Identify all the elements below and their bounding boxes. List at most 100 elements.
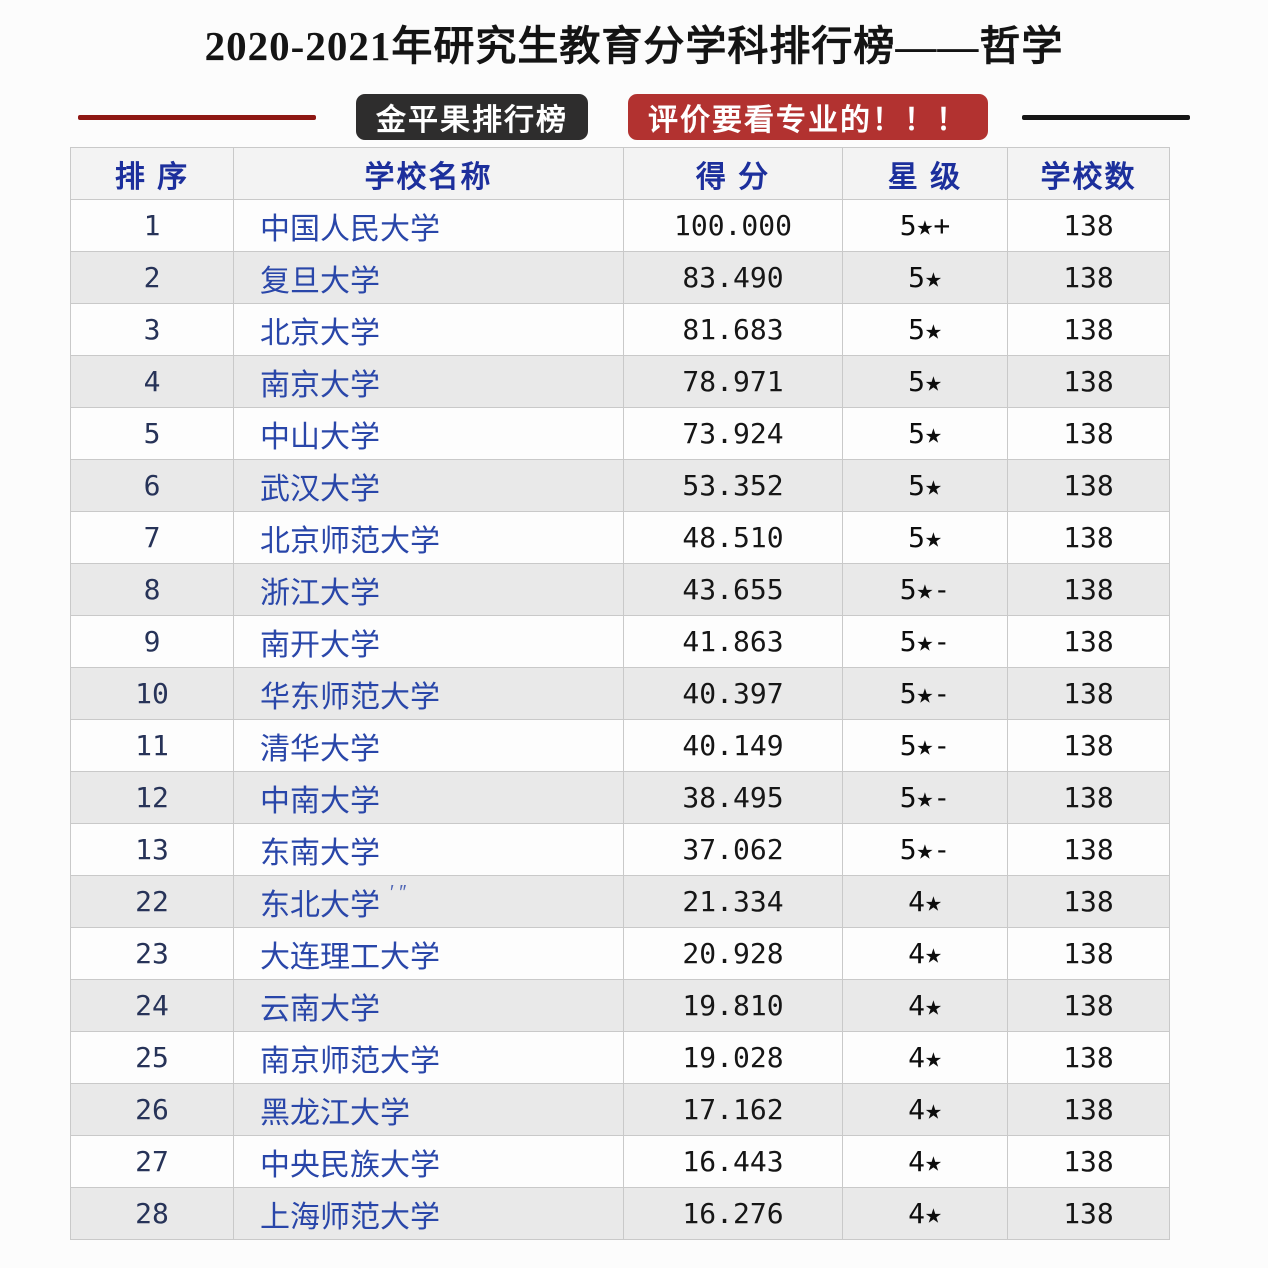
table-row: 3 北京大学 81.683 5★ 138 xyxy=(71,304,1170,356)
star-rating-cell: 5★- xyxy=(843,720,1008,772)
school-name-cell: 北京大学 xyxy=(234,304,624,356)
score-cell: 37.062 xyxy=(624,824,843,876)
score-cell: 40.397 xyxy=(624,668,843,720)
star-rating-cell: 5★- xyxy=(843,772,1008,824)
school-count-cell: 138 xyxy=(1008,980,1170,1032)
table-row: 1 中国人民大学 100.000 5★+ 138 xyxy=(71,200,1170,252)
rank-cell: 1 xyxy=(71,200,234,252)
school-name-cell: 南京大学 xyxy=(234,356,624,408)
school-name-cell: 大连理工大学 xyxy=(234,928,624,980)
ranking-table: 排 序 学校名称 得 分 星 级 学校数 1 中国人民大学 100.000 5★… xyxy=(70,147,1170,1240)
table-row: 28 上海师范大学 16.276 4★ 138 xyxy=(71,1188,1170,1240)
school-name-cell: 上海师范大学 xyxy=(234,1188,624,1240)
rank-cell: 6 xyxy=(71,460,234,512)
rank-cell: 26 xyxy=(71,1084,234,1136)
star-rating-cell: 5★ xyxy=(843,408,1008,460)
star-rating-cell: 5★ xyxy=(843,304,1008,356)
score-cell: 19.028 xyxy=(624,1032,843,1084)
score-cell: 40.149 xyxy=(624,720,843,772)
rank-cell: 10 xyxy=(71,668,234,720)
table-row: 12 中南大学 38.495 5★- 138 xyxy=(71,772,1170,824)
slogan-badge: 评价要看专业的！！！ xyxy=(628,94,988,140)
star-rating-cell: 4★ xyxy=(843,928,1008,980)
school-count-cell: 138 xyxy=(1008,928,1170,980)
header-score: 得 分 xyxy=(624,148,843,200)
school-name-cell: 南开大学 xyxy=(234,616,624,668)
brand-badge: 金平果排行榜 xyxy=(356,94,588,140)
star-rating-cell: 5★ xyxy=(843,356,1008,408)
score-cell: 17.162 xyxy=(624,1084,843,1136)
school-count-cell: 138 xyxy=(1008,824,1170,876)
school-name: 华东师范大学 xyxy=(260,680,440,714)
score-cell: 16.276 xyxy=(624,1188,843,1240)
score-cell: 19.810 xyxy=(624,980,843,1032)
table-row: 9 南开大学 41.863 5★- 138 xyxy=(71,616,1170,668)
header-school-count: 学校数 xyxy=(1008,148,1170,200)
school-name: 武汉大学 xyxy=(260,472,380,506)
school-name-cell: 中国人民大学 xyxy=(234,200,624,252)
divider-left xyxy=(78,114,316,120)
rank-cell: 22 xyxy=(71,876,234,928)
school-name-cell: 北京师范大学 xyxy=(234,512,624,564)
school-count-cell: 138 xyxy=(1008,356,1170,408)
school-count-cell: 138 xyxy=(1008,772,1170,824)
score-cell: 16.443 xyxy=(624,1136,843,1188)
rank-cell: 12 xyxy=(71,772,234,824)
rank-cell: 9 xyxy=(71,616,234,668)
rank-cell: 5 xyxy=(71,408,234,460)
school-count-cell: 138 xyxy=(1008,512,1170,564)
page: 2020-2021年研究生教育分学科排行榜——哲学 金平果排行榜 评价要看专业的… xyxy=(0,12,1268,1268)
score-cell: 20.928 xyxy=(624,928,843,980)
school-name: 浙江大学 xyxy=(260,576,380,610)
table-row: 24 云南大学 19.810 4★ 138 xyxy=(71,980,1170,1032)
rank-cell: 4 xyxy=(71,356,234,408)
school-name: 中山大学 xyxy=(260,420,380,454)
table-row: 26 黑龙江大学 17.162 4★ 138 xyxy=(71,1084,1170,1136)
score-cell: 100.000 xyxy=(624,200,843,252)
table-row: 2 复旦大学 83.490 5★ 138 xyxy=(71,252,1170,304)
rank-cell: 2 xyxy=(71,252,234,304)
rank-cell: 7 xyxy=(71,512,234,564)
school-name-cell: 中南大学 xyxy=(234,772,624,824)
school-count-cell: 138 xyxy=(1008,1188,1170,1240)
school-count-cell: 138 xyxy=(1008,564,1170,616)
star-rating-cell: 5★ xyxy=(843,252,1008,304)
school-count-cell: 138 xyxy=(1008,1084,1170,1136)
star-rating-cell: 4★ xyxy=(843,1032,1008,1084)
school-name: 中南大学 xyxy=(260,784,380,818)
rank-cell: 27 xyxy=(71,1136,234,1188)
badge-row: 金平果排行榜 评价要看专业的！！！ xyxy=(0,94,1268,140)
star-rating-cell: 5★- xyxy=(843,616,1008,668)
score-cell: 38.495 xyxy=(624,772,843,824)
star-rating-cell: 5★- xyxy=(843,824,1008,876)
page-title: 2020-2021年研究生教育分学科排行榜——哲学 xyxy=(204,23,1064,69)
rank-cell: 11 xyxy=(71,720,234,772)
school-name-cell: 武汉大学 xyxy=(234,460,624,512)
glitch-artifact: ′ ″ xyxy=(390,882,407,904)
school-name: 北京大学 xyxy=(260,316,380,350)
star-rating-cell: 5★+ xyxy=(843,200,1008,252)
table-row: 27 中央民族大学 16.443 4★ 138 xyxy=(71,1136,1170,1188)
header-star-rating: 星 级 xyxy=(843,148,1008,200)
school-name-cell: 云南大学 xyxy=(234,980,624,1032)
table-row: 13 东南大学 37.062 5★- 138 xyxy=(71,824,1170,876)
divider-right xyxy=(1022,114,1190,120)
star-rating-cell: 4★ xyxy=(843,1136,1008,1188)
school-name: 南京师范大学 xyxy=(260,1044,440,1078)
table-row: 8 浙江大学 43.655 5★- 138 xyxy=(71,564,1170,616)
star-rating-cell: 4★ xyxy=(843,876,1008,928)
table-header-row: 排 序 学校名称 得 分 星 级 学校数 xyxy=(71,148,1170,200)
school-count-cell: 138 xyxy=(1008,200,1170,252)
school-name: 复旦大学 xyxy=(260,264,380,298)
school-name-cell: 浙江大学 xyxy=(234,564,624,616)
school-name: 黑龙江大学 xyxy=(260,1096,410,1130)
school-count-cell: 138 xyxy=(1008,252,1170,304)
table-row: 4 南京大学 78.971 5★ 138 xyxy=(71,356,1170,408)
rank-cell: 24 xyxy=(71,980,234,1032)
school-name-cell: 东南大学 xyxy=(234,824,624,876)
school-count-cell: 138 xyxy=(1008,304,1170,356)
school-name: 南京大学 xyxy=(260,368,380,402)
score-cell: 83.490 xyxy=(624,252,843,304)
table-row: 23 大连理工大学 20.928 4★ 138 xyxy=(71,928,1170,980)
school-count-cell: 138 xyxy=(1008,876,1170,928)
